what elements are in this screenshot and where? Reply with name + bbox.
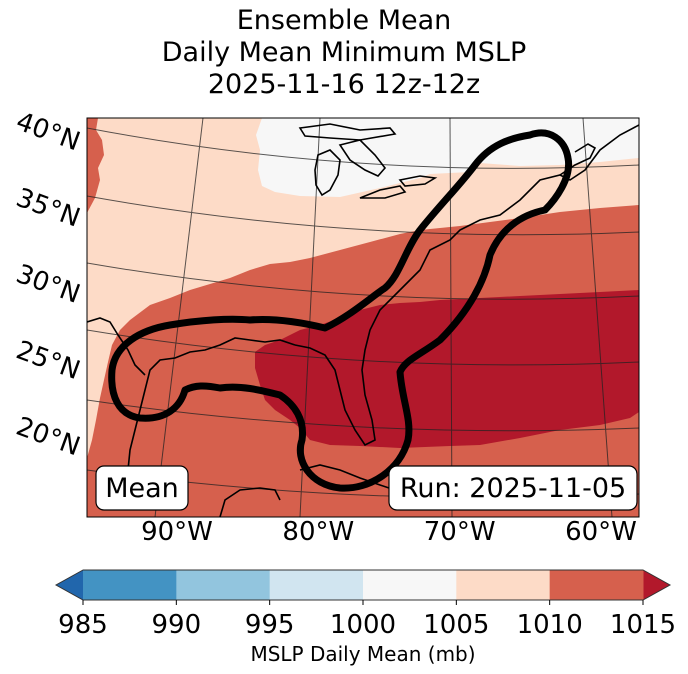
chart-title-line-2: Daily Mean Minimum MSLP	[161, 37, 527, 68]
gridline-lat-40	[87, 127, 639, 169]
map-frame	[86, 117, 640, 518]
lon-tick-label: 60°W	[565, 517, 637, 547]
gridline-lon-60	[582, 118, 613, 517]
mslp-contour-outline	[108, 129, 573, 492]
colorbar-segment	[363, 570, 457, 600]
colorbar-title: MSLP Daily Mean (mb)	[250, 642, 475, 666]
coastline-cuba	[299, 464, 396, 491]
run-annotation-box: Run: 2025-11-05	[388, 465, 638, 511]
chart-title-line-1: Ensemble Mean	[236, 5, 452, 36]
mean-label: Mean	[105, 473, 179, 504]
lat-tick-label: 25°N	[12, 335, 84, 386]
coastline-lake-erie	[359, 185, 407, 199]
colorbar-extend-max	[643, 570, 670, 600]
colorbar-segment	[83, 570, 177, 600]
colorbar-tick-label: 990	[152, 610, 202, 640]
gridline-lon-70	[449, 118, 453, 517]
coastline-gulf	[127, 337, 296, 491]
colorbar-tick-label: 1015	[610, 610, 676, 640]
gridline-lat-20	[87, 399, 639, 432]
gridline-lat-30	[87, 262, 639, 300]
colorbar-segment	[269, 570, 364, 600]
colorbar-tick-label: 1000	[330, 610, 396, 640]
coastline-texas-border	[87, 317, 146, 376]
colorbar-tick-label: 1010	[517, 610, 583, 640]
mean-annotation-box: Mean	[95, 465, 189, 511]
coastline-east-coast	[294, 124, 639, 447]
coastline-yucatan	[219, 487, 281, 517]
lat-tick-label: 30°N	[12, 259, 84, 310]
region-mid-band-west-edge	[87, 118, 104, 213]
colorbar: 985 990 995 1000 1005 1010 1015	[54, 569, 676, 640]
colorbar-tick-label: 985	[58, 610, 108, 640]
lat-tick-label: 35°N	[12, 183, 84, 234]
colorbar-segment	[549, 570, 644, 600]
gridline-lat-25	[87, 329, 639, 366]
region-southeast-high	[255, 290, 639, 448]
colorbar-tick-label: 1005	[423, 610, 489, 640]
colorbar-segment	[176, 570, 271, 600]
colorbar-tick-label: 995	[245, 610, 295, 640]
region-great-lakes-low	[256, 118, 639, 197]
lon-tick-label: 80°W	[282, 517, 354, 547]
coastline-lake-huron	[338, 139, 387, 177]
lon-tick-label: 90°W	[141, 517, 213, 547]
lat-tick-label: 20°N	[12, 412, 84, 463]
lon-tick-label: 70°W	[424, 517, 496, 547]
chart-title-line-3: 2025-11-16 12z-12z	[207, 69, 481, 100]
coastline-lake-michigan	[314, 149, 341, 197]
coastlines	[87, 123, 639, 517]
coastline-nova-scotia	[559, 143, 597, 176]
gridline-lat-35	[87, 195, 639, 236]
colorbar-segment	[456, 570, 551, 600]
colorbar-extend-min	[56, 570, 83, 600]
map-area	[87, 118, 639, 517]
coastline-lake-ontario	[398, 175, 438, 187]
run-date-label: Run: 2025-11-05	[400, 473, 626, 504]
gridline-lon-90	[154, 118, 204, 517]
lat-tick-label: 40°N	[12, 107, 84, 158]
coastline-lake-superior	[298, 123, 397, 141]
